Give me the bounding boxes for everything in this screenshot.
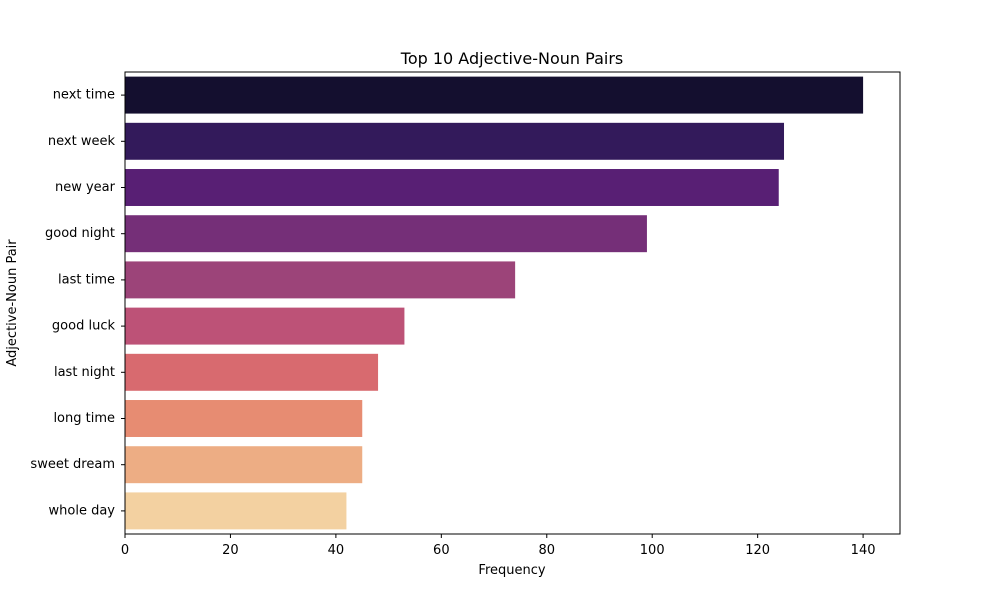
x-tick-label-60: 60	[433, 543, 450, 558]
y-tick-label-whole-day: whole day	[49, 503, 116, 518]
x-tick-label-40: 40	[328, 543, 345, 558]
x-tick-label-100: 100	[640, 543, 665, 558]
bar-next-time	[125, 76, 864, 114]
y-tick-label-last-time: last time	[58, 272, 115, 287]
bar-last-time	[125, 261, 516, 299]
y-tick-label-sweet-dream: sweet dream	[30, 457, 115, 472]
x-tick-label-20: 20	[222, 543, 239, 558]
x-tick-label-0: 0	[121, 543, 129, 558]
bar-whole-day	[125, 492, 347, 530]
plot-frame	[124, 71, 901, 535]
y-tick-label-next-week: next week	[48, 134, 116, 149]
bar-good-luck	[125, 307, 405, 345]
bar-next-week	[125, 122, 785, 160]
bar-good-night	[125, 215, 647, 253]
bar-new-year	[125, 169, 779, 206]
bar-sweet-dream	[125, 446, 363, 484]
y-tick-label-new-year: new year	[55, 180, 116, 195]
chart-title: Top 10 Adjective-Noun Pairs	[400, 49, 623, 68]
y-tick-label-good-night: good night	[45, 226, 115, 241]
y-axis-title: Adjective-Noun Pair	[5, 239, 20, 367]
x-tick-label-120: 120	[745, 543, 770, 558]
bar-last-night	[125, 353, 379, 391]
bars-layer	[125, 76, 864, 530]
y-tick-label-next-time: next time	[53, 88, 115, 103]
y-tick-label-last-night: last night	[54, 365, 115, 380]
x-axis-title: Frequency	[478, 563, 545, 578]
y-tick-label-long-time: long time	[53, 411, 115, 426]
x-tick-label-140: 140	[851, 543, 876, 558]
bar-long-time	[125, 400, 363, 437]
ticks-layer: next time next week new year good night last…	[30, 88, 875, 558]
x-tick-label-80: 80	[538, 543, 555, 558]
y-tick-label-good-luck: good luck	[52, 319, 116, 334]
